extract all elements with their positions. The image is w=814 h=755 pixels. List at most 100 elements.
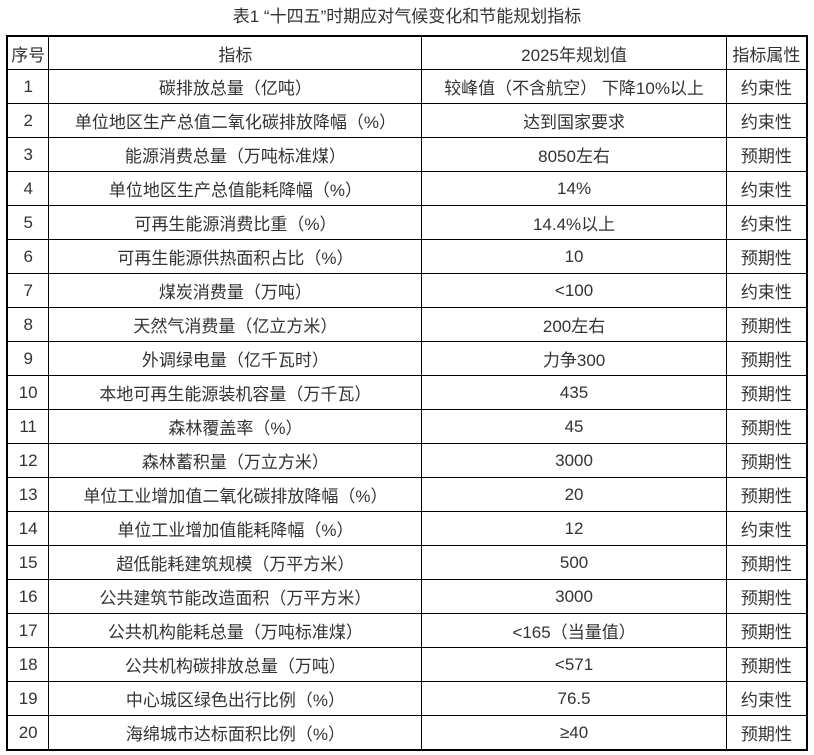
row-indicator: 中心城区绿色出行比例（%）	[48, 681, 423, 716]
table-row: 16 公共建筑节能改造面积（万平方米） 3000 预期性	[6, 579, 808, 614]
row-target: 500	[421, 545, 727, 580]
table-row: 5 可再生能源消费比重（%） 14.4%以上 约束性	[6, 205, 808, 240]
table-row: 9 外调绿电量（亿千瓦时） 力争300 预期性	[6, 341, 808, 376]
row-index: 9	[6, 341, 50, 376]
header-indicator: 指标	[48, 35, 423, 70]
row-index: 15	[6, 545, 50, 580]
row-index: 10	[6, 375, 50, 410]
row-attribute: 预期性	[725, 477, 808, 512]
row-index: 2	[6, 103, 50, 138]
table-row: 17 公共机构能耗总量（万吨标准煤） <165（当量值） 预期性	[6, 613, 808, 648]
row-target: 8050左右	[421, 137, 727, 172]
row-target: 20	[421, 477, 727, 512]
row-index: 11	[6, 409, 50, 444]
header-row: 序号 指标 2025年规划值 指标属性	[6, 35, 808, 70]
row-target: 10	[421, 239, 727, 274]
row-index: 13	[6, 477, 50, 512]
row-indicator: 单位地区生产总值二氧化碳排放降幅（%）	[48, 103, 423, 138]
row-indicator: 公共机构碳排放总量（万吨）	[48, 647, 423, 682]
row-index: 16	[6, 579, 50, 614]
row-target: <571	[421, 647, 727, 682]
row-index: 12	[6, 443, 50, 478]
row-index: 20	[6, 715, 50, 751]
row-attribute: 约束性	[725, 681, 808, 716]
row-attribute: 约束性	[725, 171, 808, 206]
row-target: 3000	[421, 443, 727, 478]
row-indicator: 森林覆盖率（%）	[48, 409, 423, 444]
row-index: 5	[6, 205, 50, 240]
row-attribute: 预期性	[725, 375, 808, 410]
row-target: 14.4%以上	[421, 205, 727, 240]
row-indicator: 天然气消费量（亿立方米）	[48, 307, 423, 342]
row-attribute: 预期性	[725, 545, 808, 580]
row-attribute: 预期性	[725, 341, 808, 376]
row-indicator: 森林蓄积量（万立方米）	[48, 443, 423, 478]
row-indicator: 单位工业增加值二氧化碳排放降幅（%）	[48, 477, 423, 512]
row-target: 14%	[421, 171, 727, 206]
row-target: 达到国家要求	[421, 103, 727, 138]
table-row: 19 中心城区绿色出行比例（%） 76.5 约束性	[6, 681, 808, 716]
row-attribute: 预期性	[725, 239, 808, 274]
row-indicator: 海绵城市达标面积比例（%）	[48, 715, 423, 751]
row-target: 76.5	[421, 681, 727, 716]
row-attribute: 预期性	[725, 307, 808, 342]
row-index: 18	[6, 647, 50, 682]
row-index: 7	[6, 273, 50, 308]
row-attribute: 约束性	[725, 103, 808, 138]
table-row: 12 森林蓄积量（万立方米） 3000 预期性	[6, 443, 808, 478]
table-row: 18 公共机构碳排放总量（万吨） <571 预期性	[6, 647, 808, 682]
header-index: 序号	[6, 35, 50, 70]
row-attribute: 约束性	[725, 69, 808, 104]
row-index: 8	[6, 307, 50, 342]
row-target: ≥40	[421, 715, 727, 751]
row-indicator: 煤炭消费量（万吨）	[48, 273, 423, 308]
table-row: 11 森林覆盖率（%） 45 预期性	[6, 409, 808, 444]
row-attribute: 约束性	[725, 511, 808, 546]
row-index: 6	[6, 239, 50, 274]
row-indicator: 超低能耗建筑规模（万平方米）	[48, 545, 423, 580]
row-attribute: 预期性	[725, 137, 808, 172]
table-row: 14 单位工业增加值能耗降幅（%） 12 约束性	[6, 511, 808, 546]
table-row: 3 能源消费总量（万吨标准煤） 8050左右 预期性	[6, 137, 808, 172]
row-indicator: 能源消费总量（万吨标准煤）	[48, 137, 423, 172]
row-target: <100	[421, 273, 727, 308]
row-index: 4	[6, 171, 50, 206]
row-index: 17	[6, 613, 50, 648]
row-attribute: 预期性	[725, 579, 808, 614]
row-target: <165（当量值）	[421, 613, 727, 648]
table-row: 10 本地可再生能源装机容量（万千瓦） 435 预期性	[6, 375, 808, 410]
row-indicator: 本地可再生能源装机容量（万千瓦）	[48, 375, 423, 410]
row-target: 12	[421, 511, 727, 546]
row-target: 45	[421, 409, 727, 444]
row-target: 3000	[421, 579, 727, 614]
row-attribute: 约束性	[725, 273, 808, 308]
table-row: 20 海绵城市达标面积比例（%） ≥40 预期性	[6, 715, 808, 751]
row-index: 1	[6, 69, 50, 104]
row-index: 3	[6, 137, 50, 172]
row-indicator: 单位工业增加值能耗降幅（%）	[48, 511, 423, 546]
row-indicator: 可再生能源消费比重（%）	[48, 205, 423, 240]
table-row: 2 单位地区生产总值二氧化碳排放降幅（%） 达到国家要求 约束性	[6, 103, 808, 138]
row-attribute: 预期性	[725, 715, 808, 751]
row-indicator: 单位地区生产总值能耗降幅（%）	[48, 171, 423, 206]
table-row: 13 单位工业增加值二氧化碳排放降幅（%） 20 预期性	[6, 477, 808, 512]
row-attribute: 约束性	[725, 205, 808, 240]
table-row: 4 单位地区生产总值能耗降幅（%） 14% 约束性	[6, 171, 808, 206]
row-indicator: 外调绿电量（亿千瓦时）	[48, 341, 423, 376]
table-row: 1 碳排放总量（亿吨） 较峰值（不含航空） 下降10%以上 约束性	[6, 69, 808, 104]
table-title: 表1 “十四五”时期应对气候变化和节能规划指标	[232, 7, 582, 26]
row-index: 19	[6, 681, 50, 716]
row-attribute: 预期性	[725, 647, 808, 682]
row-attribute: 预期性	[725, 443, 808, 478]
row-target: 力争300	[421, 341, 727, 376]
row-attribute: 预期性	[725, 409, 808, 444]
row-target: 200左右	[421, 307, 727, 342]
row-indicator: 公共建筑节能改造面积（万平方米）	[48, 579, 423, 614]
row-attribute: 预期性	[725, 613, 808, 648]
header-target: 2025年规划值	[421, 35, 727, 70]
row-target: 较峰值（不含航空） 下降10%以上	[421, 69, 727, 104]
row-indicator: 可再生能源供热面积占比（%）	[48, 239, 423, 274]
table-row: 7 煤炭消费量（万吨） <100 约束性	[6, 273, 808, 308]
table-row: 15 超低能耗建筑规模（万平方米） 500 预期性	[6, 545, 808, 580]
row-indicator: 公共机构能耗总量（万吨标准煤）	[48, 613, 423, 648]
